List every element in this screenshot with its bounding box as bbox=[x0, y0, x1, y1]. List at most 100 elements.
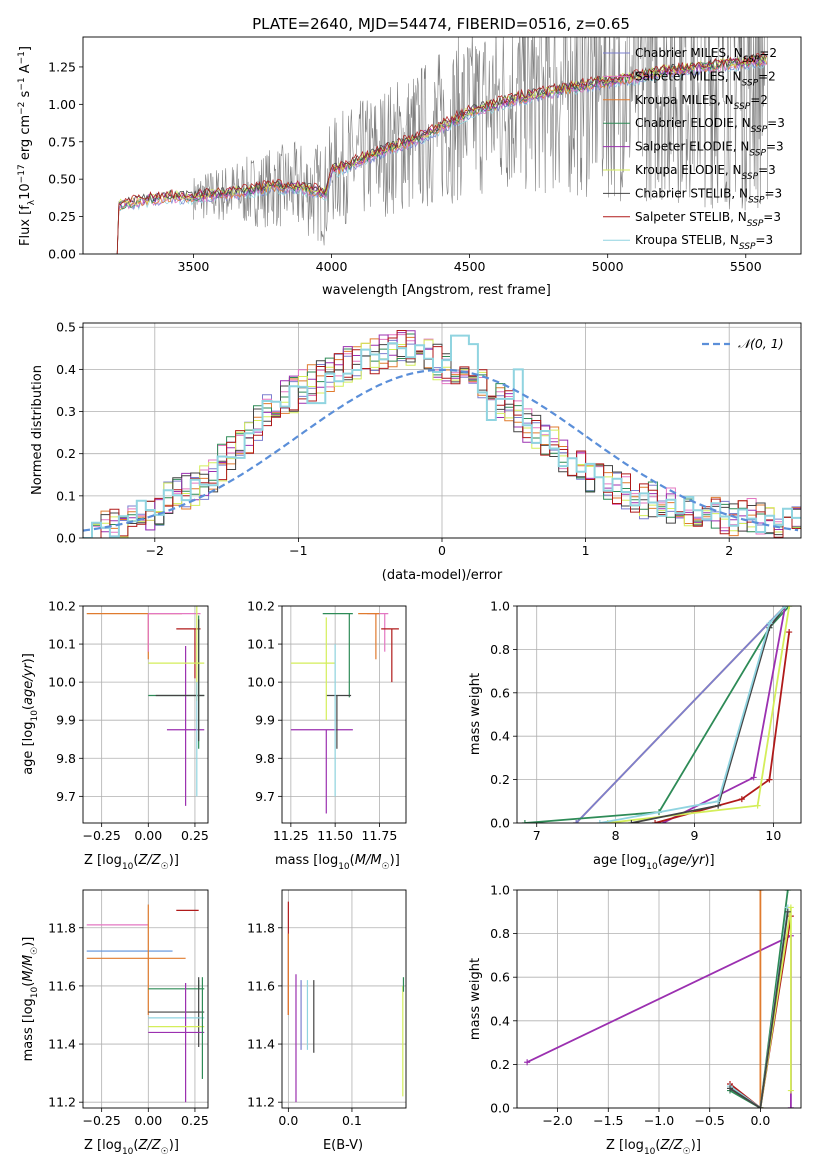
tick-label-x: 11.25 bbox=[273, 828, 309, 843]
tick-label-x: 0.25 bbox=[181, 1113, 209, 1128]
series-marker bbox=[573, 820, 580, 823]
tick-label-x: −0.5 bbox=[695, 1113, 725, 1128]
tick-label-x: 0.0 bbox=[750, 1113, 770, 1128]
series-kroupa-stelib bbox=[729, 907, 789, 1108]
tick-label-y: 9.7 bbox=[255, 789, 275, 804]
tick-label-x: 1 bbox=[582, 543, 590, 558]
tick-label-y: 9.8 bbox=[56, 751, 76, 766]
tick-label-x: −0.25 bbox=[83, 828, 121, 843]
tick-label-y: 10.0 bbox=[48, 675, 76, 690]
plot-area-spectrum bbox=[110, 37, 768, 254]
series-marker bbox=[727, 1085, 733, 1092]
tick-label-y: 11.6 bbox=[247, 978, 275, 993]
axes-frame-mass-vs-z bbox=[82, 889, 209, 1109]
axes-frame-residuals bbox=[82, 322, 802, 539]
tick-label-x: 4000 bbox=[316, 259, 348, 274]
tick-label-y: 0.75 bbox=[48, 134, 76, 149]
legend-entry: Chabrier STELIB, NSSP=3 bbox=[635, 186, 782, 205]
x-axis-label: Z [log10(Z/Z☉)] bbox=[606, 1138, 701, 1157]
legend-entry: Kroupa MILES, NSSP=2 bbox=[635, 93, 768, 112]
series-marker bbox=[750, 774, 757, 781]
tick-label-x: 8 bbox=[612, 828, 620, 843]
tick-label-y: 11.8 bbox=[247, 920, 275, 935]
tick-label-y: 0.6 bbox=[490, 970, 510, 985]
x-axis-label: (data-model)/error bbox=[382, 568, 503, 583]
model-spectrum-salpeter-stelib bbox=[110, 52, 767, 254]
panel-age-vs-z: −0.25 0.00 0.25 9.7 9.8 9.9 10.0 10.1 10.2 Z [log… bbox=[21, 599, 209, 873]
legend-entry: 𝒩(0, 1) bbox=[738, 336, 784, 351]
tick-label-y: 11.8 bbox=[48, 920, 76, 935]
tick-label-x: −0.25 bbox=[83, 1113, 121, 1128]
y-axis-label: mass weight bbox=[468, 673, 483, 755]
plot-area-massweight-vs-z bbox=[524, 890, 794, 1108]
tick-label-y: 0.0 bbox=[490, 1101, 510, 1116]
tick-label-y: 11.2 bbox=[247, 1095, 275, 1110]
model-spectrum-kroupa-miles bbox=[110, 57, 768, 254]
tick-label-y: 10.2 bbox=[247, 599, 275, 614]
tick-label-x: 10 bbox=[765, 828, 781, 843]
tick-label-y: 0.50 bbox=[48, 172, 76, 187]
x-axis-label: Z [log10(Z/Z☉)] bbox=[84, 853, 179, 872]
panel-massweight-vs-age: 7 8 9 10 0.0 0.2 0.4 0.6 0.8 1.0 age [log10(age/yr… bbox=[468, 599, 802, 872]
series-marker bbox=[787, 1087, 794, 1094]
tick-label-y: 11.4 bbox=[48, 1037, 76, 1052]
series-kroupa-stelib bbox=[599, 606, 786, 823]
tick-label-y: 0.3 bbox=[56, 404, 76, 419]
tick-label-y: 1.00 bbox=[48, 97, 76, 112]
tick-label-y: 0.8 bbox=[490, 642, 510, 657]
tick-label-x: −2.0 bbox=[542, 1113, 572, 1128]
legend-entry: Salpeter ELODIE, NSSP=3 bbox=[635, 140, 784, 159]
tick-label-y: 1.25 bbox=[48, 59, 76, 74]
tick-label-x: 11.75 bbox=[362, 828, 398, 843]
tick-label-y: 11.2 bbox=[48, 1095, 76, 1110]
grid-age-vs-mass bbox=[282, 605, 406, 823]
series-marker bbox=[786, 629, 793, 636]
series-marker bbox=[524, 1059, 531, 1066]
tick-label-y: 10.1 bbox=[48, 637, 76, 652]
model-spectrum-salpeter-elodie bbox=[110, 55, 768, 254]
legend-entry: Kroupa STELIB, NSSP=3 bbox=[635, 233, 773, 252]
panel-spectrum: 3500 4000 4500 5000 5500 0.00 0.25 0.50 0.75 1.00… bbox=[17, 36, 802, 298]
panel-massweight-vs-z: −2.0 −1.5 −1.0 −0.5 0.0 0.0 0.2 0.4 0.6 0.8 1.0 Z [… bbox=[468, 883, 802, 1157]
legend-entry: Chabrier ELODIE, NSSP=3 bbox=[635, 116, 785, 135]
series-marker bbox=[784, 908, 791, 915]
grid-mass-vs-z bbox=[83, 890, 208, 1108]
axes-frame-mass-vs-ebv bbox=[281, 889, 407, 1109]
tick-label-y: 11.4 bbox=[247, 1037, 275, 1052]
x-axis-label: wavelength [Angstrom, rest frame] bbox=[322, 283, 551, 298]
tick-label-y: 0.00 bbox=[48, 247, 76, 262]
series-chabrier-stelib bbox=[631, 606, 786, 823]
legend-entry: Kroupa ELODIE, NSSP=3 bbox=[635, 163, 776, 182]
tick-label-y: 0.2 bbox=[490, 772, 510, 787]
tick-label-y: 0.8 bbox=[490, 926, 510, 941]
tick-label-y: 0.6 bbox=[490, 685, 510, 700]
tick-label-y: 0.5 bbox=[56, 320, 76, 335]
y-axis-label: Normed distribution bbox=[30, 365, 45, 495]
model-spectrum-kroupa-stelib bbox=[110, 61, 768, 254]
tick-label-x: 0.00 bbox=[134, 828, 162, 843]
tick-label-y: 9.7 bbox=[56, 789, 76, 804]
tick-label-x: −1 bbox=[289, 543, 307, 558]
axes-frame-age-vs-z bbox=[82, 605, 209, 824]
tick-label-y: 9.9 bbox=[255, 713, 275, 728]
tick-label-x: 7 bbox=[533, 828, 541, 843]
tick-label-x: 0.0 bbox=[278, 1113, 298, 1128]
tick-label-y: 0.25 bbox=[48, 209, 76, 224]
y-axis-label: age [log10(age/yr)] bbox=[21, 653, 40, 775]
x-axis-label: E(B-V) bbox=[323, 1138, 363, 1153]
tick-label-x: 0.25 bbox=[181, 828, 209, 843]
tick-label-x: 0.1 bbox=[342, 1113, 362, 1128]
series-marker bbox=[787, 904, 794, 911]
y-axis-label: Flux [fλ10−17 erg cm−2 s−1 A−1] bbox=[17, 46, 37, 246]
tick-label-y: 0.4 bbox=[490, 729, 510, 744]
tick-label-y: 0.4 bbox=[56, 362, 76, 377]
model-spectrum-chabrier-miles bbox=[110, 58, 767, 254]
tick-label-x: 0.00 bbox=[134, 1113, 162, 1128]
series-marker bbox=[628, 820, 635, 823]
tick-label-y: 0.2 bbox=[490, 1057, 510, 1072]
plot-area-mass-vs-ebv bbox=[287, 901, 405, 1103]
series-marker bbox=[782, 606, 789, 609]
axes-frame-age-vs-mass bbox=[281, 605, 407, 824]
tick-label-x: −2 bbox=[146, 543, 164, 558]
